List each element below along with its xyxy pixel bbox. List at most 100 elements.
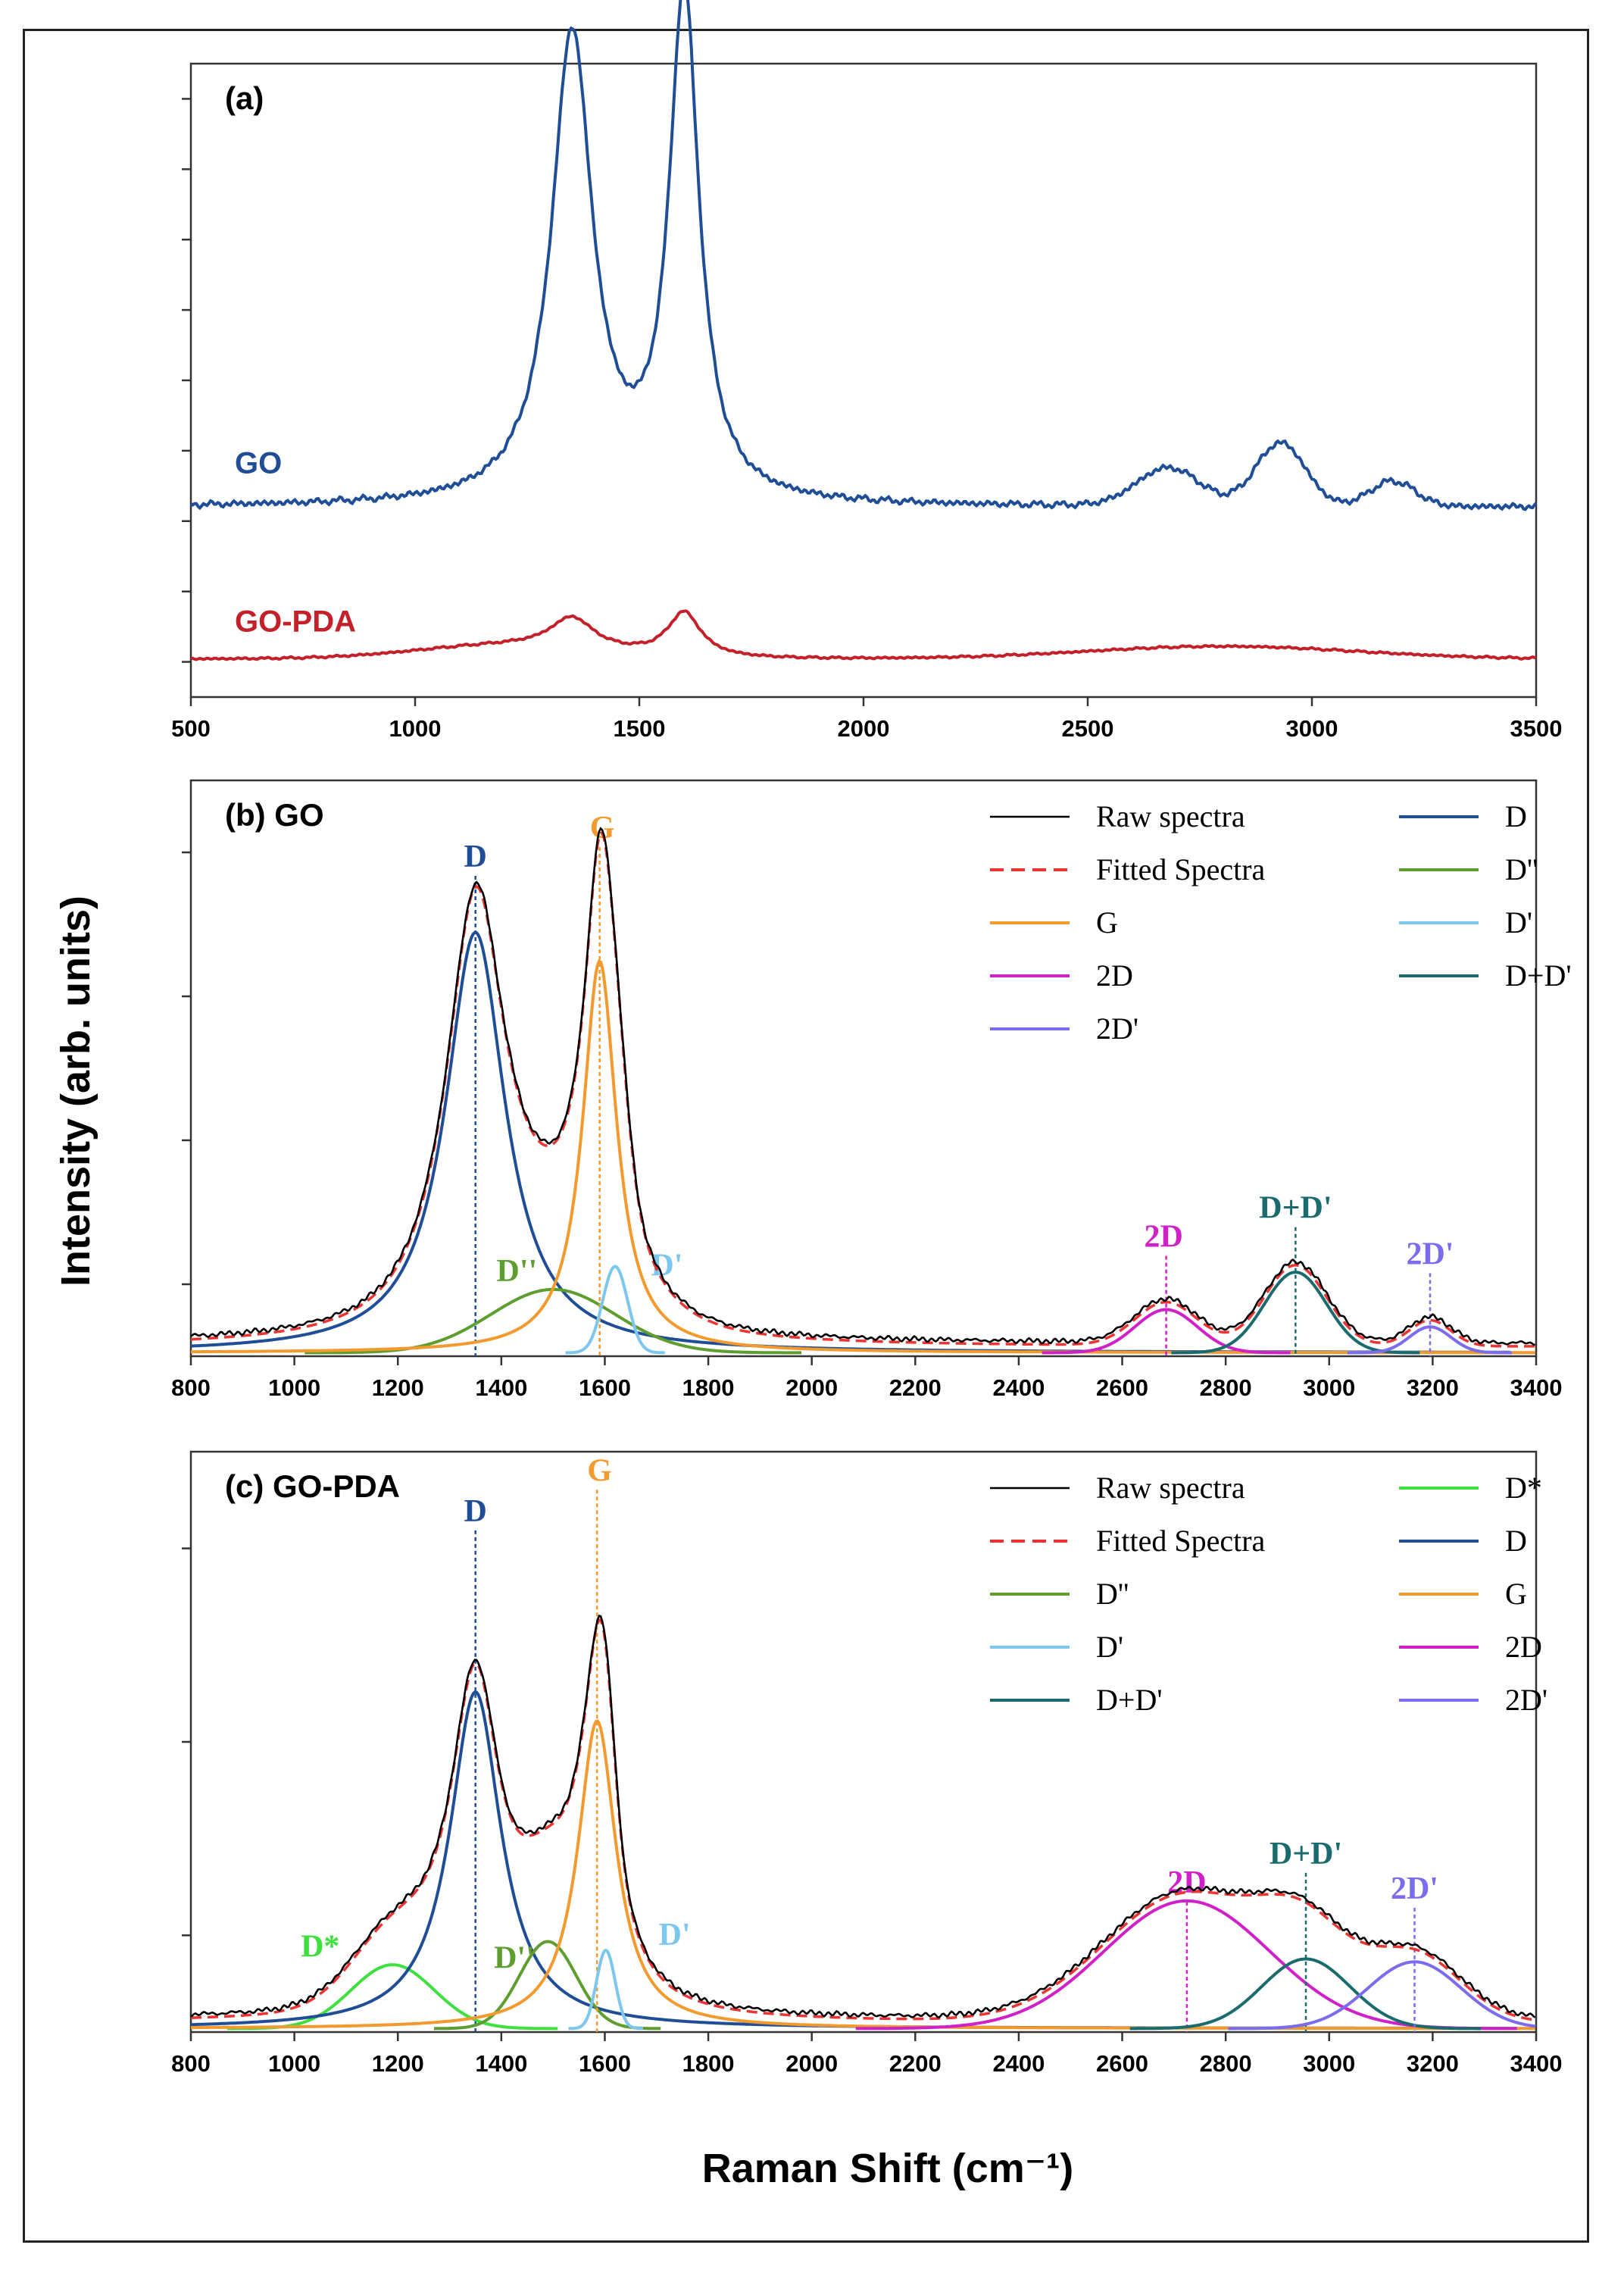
x-tick-label: 3000 xyxy=(1303,1374,1355,1401)
legend-label: Raw spectra xyxy=(1096,799,1245,833)
peak-label: 2D' xyxy=(1391,1871,1438,1906)
x-tick-label: 1000 xyxy=(268,1374,320,1401)
x-tick-label: 1400 xyxy=(475,2050,527,2077)
x-tick-label: 1800 xyxy=(682,2050,735,2077)
peak-label: 2D xyxy=(1145,1220,1183,1255)
x-tick-label: 2200 xyxy=(889,1374,942,1401)
panel-c: 800 1000 1200 1400 1600 1800 2000 2200 2400 2600 2… xyxy=(171,1450,1563,2077)
legend-label: 2D' xyxy=(1505,1683,1547,1717)
x-tick-label: 2500 xyxy=(1062,715,1114,742)
legend-label: D+D' xyxy=(1505,958,1572,993)
x-tick-label: 2000 xyxy=(838,715,890,742)
raw-spectra-line-c xyxy=(190,1614,1536,2019)
figure-frame xyxy=(23,29,1589,2243)
legend-label: D+D' xyxy=(1096,1683,1163,1717)
legend-label: D'' xyxy=(1096,1577,1129,1611)
peak-label: D xyxy=(464,1494,487,1529)
panels: 500 1000 1500 2000 2500 3000 3500 (a) GO GO-PDA 80… xyxy=(171,0,1572,2077)
series-line-go xyxy=(189,0,1538,511)
legend-label: G xyxy=(1096,905,1118,940)
panel-b: 800 1000 1200 1400 1600 1800 2000 2200 2400 2600 2… xyxy=(171,779,1572,1401)
component-curve-b xyxy=(565,1265,665,1355)
x-tick-label: 2600 xyxy=(1096,1374,1148,1401)
x-tick-label: 3400 xyxy=(1510,1374,1563,1401)
legend-label: D xyxy=(1505,1524,1527,1558)
x-tick-label: 1600 xyxy=(579,2050,631,2077)
x-tick-label: 2400 xyxy=(992,2050,1045,2077)
legend-label: D xyxy=(1505,799,1527,833)
peak-label: D' xyxy=(659,1918,691,1953)
component-curve-c xyxy=(1228,1960,1536,2031)
x-tick-label: 1500 xyxy=(614,715,666,742)
raw-spectra-line-b xyxy=(190,827,1535,1346)
x-tick-label: 3500 xyxy=(1510,715,1563,742)
component-curve-b xyxy=(190,930,1510,1354)
x-tick-label: 1200 xyxy=(372,1374,424,1401)
peak-label: D xyxy=(464,839,487,874)
panel-title-a: (a) xyxy=(225,80,264,116)
legend-label: D' xyxy=(1505,905,1532,940)
fitted-spectra-line-c xyxy=(190,1618,1535,2021)
legend-label: D' xyxy=(1096,1630,1123,1664)
x-tick-label: 2000 xyxy=(785,2050,838,2077)
legend-label: Fitted Spectra xyxy=(1096,1524,1266,1558)
x-tick-label: 3000 xyxy=(1286,715,1338,742)
x-tick-label: 800 xyxy=(171,2050,211,2077)
peak-label: G xyxy=(587,1453,612,1488)
legend-c: Raw spectra D* Fitted Spectra D D'' G D' 2D D+D'… xyxy=(990,1471,1547,1717)
axes-box-c xyxy=(189,1450,1538,2034)
peak-label: D'' xyxy=(497,1254,538,1289)
component-curve-b xyxy=(191,959,1535,1355)
peak-label: G xyxy=(590,811,615,846)
x-tick-label: 1000 xyxy=(268,2050,320,2077)
peak-label: 2D' xyxy=(1406,1237,1454,1271)
x-tick-label: 2400 xyxy=(992,1374,1045,1401)
axes-box-a xyxy=(189,62,1538,699)
series-label-go: GO xyxy=(235,447,282,480)
legend-label: D'' xyxy=(1505,852,1538,886)
x-tick-label: 1800 xyxy=(682,1374,735,1401)
series-line-go-pda xyxy=(190,609,1537,661)
legend-label: 2D xyxy=(1096,958,1133,993)
x-tick-label: 2000 xyxy=(785,1374,838,1401)
panel-a: 500 1000 1500 2000 2500 3000 3500 (a) GO GO-PDA xyxy=(171,0,1562,742)
x-tick-label: 2800 xyxy=(1200,2050,1252,2077)
y-axis-label: Intensity (arb. units) xyxy=(53,896,98,1287)
component-curve-c xyxy=(191,1719,1535,2031)
x-tick-label: 3200 xyxy=(1407,1374,1459,1401)
component-curve-c xyxy=(568,1948,644,2031)
panel-title-b: (b) GO xyxy=(225,797,324,833)
x-tick-label: 2200 xyxy=(889,2050,942,2077)
x-tick-label: 3200 xyxy=(1407,2050,1459,2077)
legend-label: 2D xyxy=(1505,1630,1542,1664)
peak-label: D'' xyxy=(494,1941,535,1976)
legend-label: Fitted Spectra xyxy=(1096,852,1266,886)
peak-label: 2D xyxy=(1167,1865,1206,1900)
legend-label: G xyxy=(1505,1577,1527,1611)
x-axis-label: Raman Shift (cm⁻¹) xyxy=(702,2146,1074,2191)
x-tick-label: 500 xyxy=(171,715,211,742)
x-tick-label: 1400 xyxy=(475,1374,527,1401)
fitted-spectra-line-b xyxy=(190,831,1535,1348)
panel-title-c: (c) GO-PDA xyxy=(225,1468,400,1504)
x-tick-label: 2800 xyxy=(1200,1374,1252,1401)
x-tick-label: 1200 xyxy=(372,2050,424,2077)
legend-label: Raw spectra xyxy=(1096,1471,1245,1505)
x-tick-label: 3400 xyxy=(1510,2050,1563,2077)
x-tick-label: 2600 xyxy=(1096,2050,1148,2077)
axes-box-b xyxy=(189,779,1538,1358)
series-label-go-pda: GO-PDA xyxy=(235,605,356,639)
x-tick-label: 800 xyxy=(171,1374,211,1401)
legend-label: D* xyxy=(1505,1471,1542,1505)
legend-label: 2D' xyxy=(1096,1011,1138,1046)
component-curve-b xyxy=(1347,1325,1512,1355)
component-curve-c xyxy=(434,1940,661,2031)
x-tick-label: 1600 xyxy=(579,1374,631,1401)
peak-label: D+D' xyxy=(1270,1837,1342,1871)
x-tick-label: 3000 xyxy=(1303,2050,1355,2077)
component-curve-b xyxy=(1042,1308,1291,1355)
x-tick-label: 1000 xyxy=(389,715,442,742)
component-curve-c xyxy=(1129,1957,1481,2031)
peak-label: D+D' xyxy=(1259,1191,1332,1226)
